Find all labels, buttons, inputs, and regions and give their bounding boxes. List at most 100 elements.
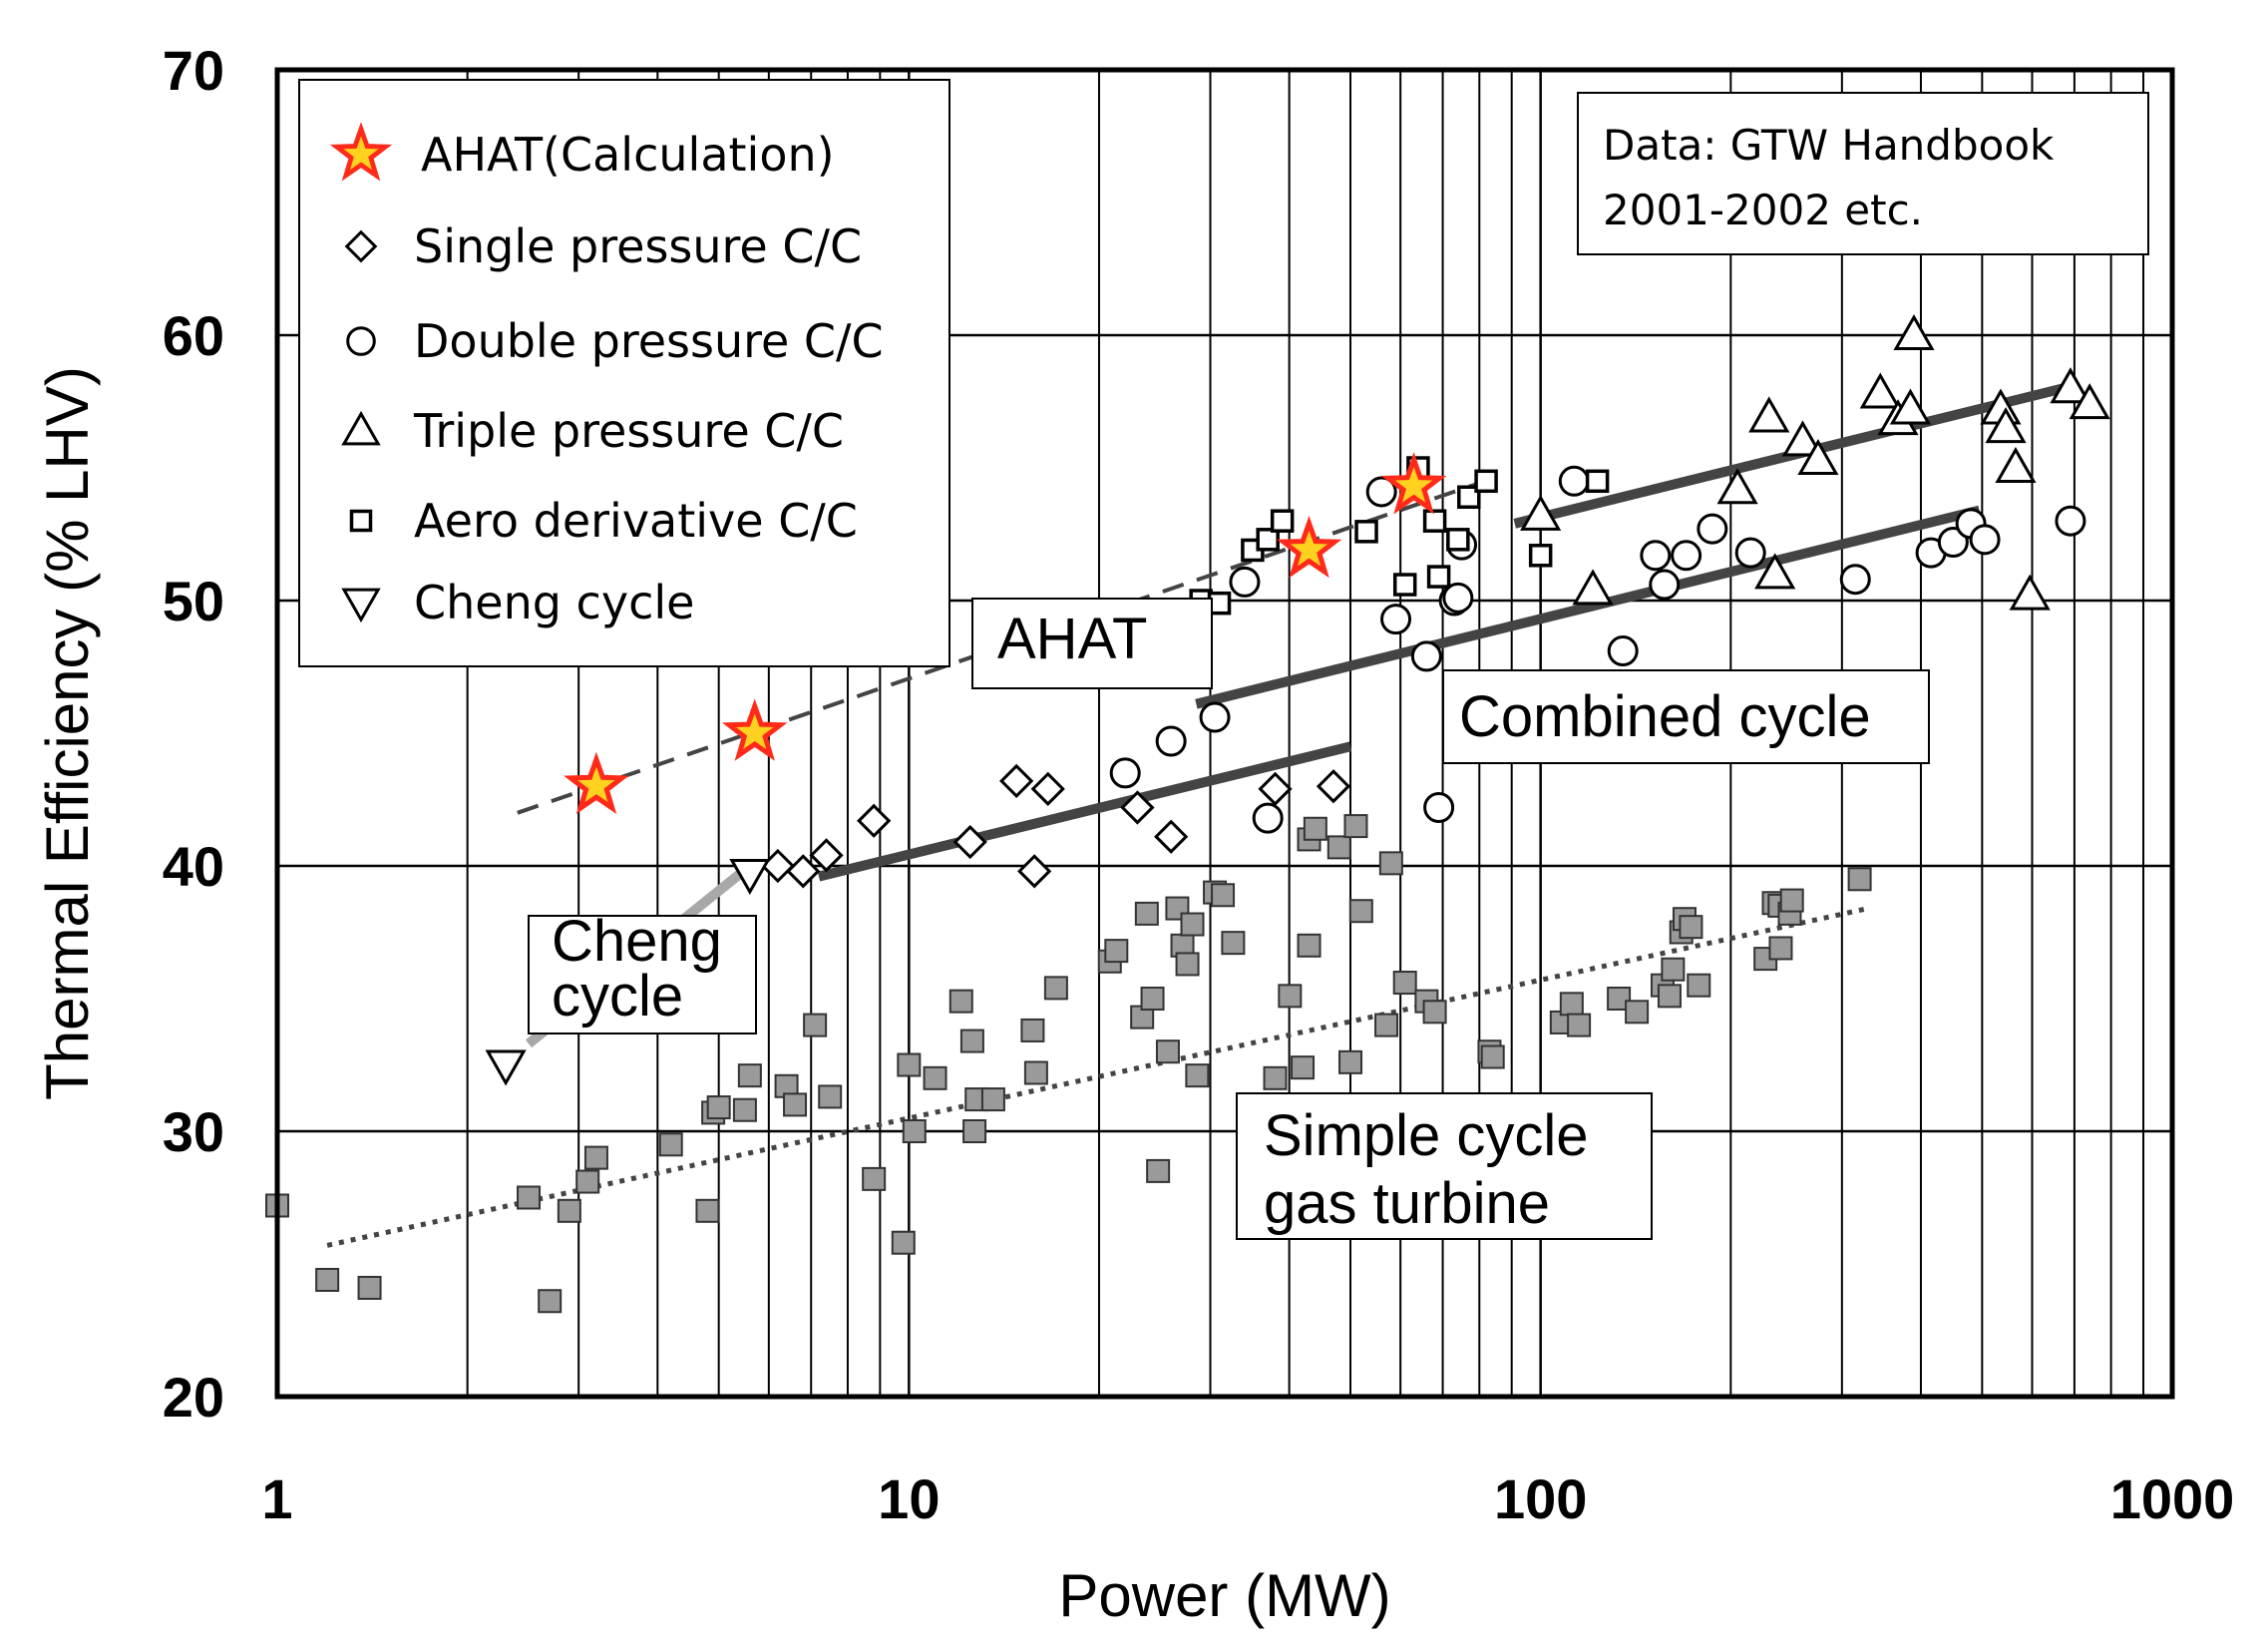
- data-point-diamond: [1154, 819, 1189, 854]
- data-point-square-open: [1426, 565, 1451, 589]
- annotation-box-ahat: [971, 598, 1213, 689]
- legend-label: Cheng cycle: [414, 576, 694, 629]
- data-point-square-open: [1392, 573, 1417, 597]
- data-point-square-filled: [862, 1166, 887, 1191]
- data-point-circle: [1365, 476, 1397, 508]
- data-point-circle: [1423, 791, 1455, 823]
- data-point-square-filled: [583, 1145, 608, 1170]
- data-point-square-filled: [1422, 1000, 1447, 1025]
- data-point-square-filled: [1146, 1158, 1171, 1183]
- data-point-square-open: [1422, 509, 1447, 533]
- trend-line: [817, 741, 1352, 882]
- series-diamond: [760, 763, 1351, 889]
- data-point-triangle-up: [1893, 313, 1935, 350]
- data-point-triangle-up: [1748, 396, 1790, 433]
- data-point-square-filled: [1607, 987, 1632, 1011]
- data-point-square-filled: [1567, 1013, 1592, 1037]
- data-point-circle: [1558, 465, 1590, 497]
- data-point-circle: [1442, 582, 1474, 614]
- data-markers: [265, 313, 2110, 1314]
- data-point-square-filled: [517, 1185, 542, 1210]
- series-triangle-down: [485, 858, 771, 1086]
- data-point-square-filled: [1374, 1013, 1399, 1037]
- data-point-square-filled: [1297, 933, 1322, 958]
- trend-line: [1195, 505, 1981, 709]
- data-point-circle: [1640, 540, 1672, 572]
- data-point-triangle-up: [1889, 388, 1932, 425]
- legend-item: Double pressure C/C: [346, 314, 884, 368]
- legend-symbol-triangle-down: [341, 588, 381, 623]
- legend-item: Single pressure C/C: [344, 219, 862, 273]
- data-point-diamond: [952, 824, 987, 860]
- data-point-square-filled: [737, 1063, 762, 1088]
- data-point-square-open: [1585, 469, 1610, 494]
- data-point-triangle-up: [2009, 574, 2051, 611]
- data-point-square-open: [1270, 509, 1295, 533]
- y-tick-label: 20: [163, 1366, 224, 1429]
- series-square-filled: [265, 814, 1872, 1314]
- data-point-square-filled: [783, 1092, 808, 1117]
- data-point-circle: [1155, 725, 1187, 757]
- data-point-square-filled: [1480, 1044, 1505, 1069]
- data-point-circle: [1734, 537, 1766, 569]
- data-point-square-open: [1474, 469, 1498, 494]
- data-point-diamond: [760, 848, 795, 884]
- data-point-triangle-up: [2069, 383, 2110, 420]
- annotation-label-simple: Simple cycle: [1264, 1103, 1589, 1168]
- y-tick-label: 40: [163, 835, 224, 898]
- data-point-square-filled: [1378, 851, 1403, 876]
- data-point-triangle-up: [1995, 446, 2037, 483]
- legend-label: Single pressure C/C: [414, 219, 862, 273]
- annotation-label-ahat: AHAT: [997, 607, 1147, 671]
- y-tick-label: 60: [163, 304, 224, 367]
- series-circle: [1109, 465, 2086, 834]
- data-point-square-filled: [1263, 1065, 1288, 1090]
- data-point-square-filled: [959, 1029, 984, 1053]
- plot-frame: [274, 67, 2175, 1400]
- data-point-triangle-up: [1520, 494, 1562, 531]
- data-point-square-filled: [1185, 1063, 1210, 1088]
- annotation-box-cheng: [528, 915, 757, 1034]
- data-point-square-open: [1446, 528, 1470, 552]
- data-point-square-filled: [1104, 939, 1129, 964]
- annotation-box-combined: [1442, 669, 1930, 764]
- data-point-square-open: [1354, 520, 1378, 544]
- legend-item: Aero derivative C/C: [349, 494, 858, 548]
- data-point-square-filled: [1847, 867, 1872, 892]
- data-point-square-filled: [1779, 888, 1804, 913]
- data-point-square-filled: [1326, 835, 1351, 860]
- data-point-circle: [1969, 524, 2001, 556]
- data-point-square-filled: [962, 1119, 987, 1143]
- data-point-diamond: [786, 854, 821, 889]
- legend-symbol-square-open: [349, 509, 373, 533]
- y-tick-label: 50: [163, 570, 224, 632]
- axis-ticks: 20 30 40 50 60 70 1 10 100 1000: [163, 39, 2235, 1530]
- legend-item: Cheng cycle: [341, 576, 694, 629]
- legend-symbol-diamond: [344, 229, 378, 263]
- data-point-square-filled: [1221, 931, 1246, 956]
- data-point-triangle-up: [1572, 569, 1614, 606]
- annotation-label-cheng: cycle: [552, 964, 683, 1029]
- data-point-square-filled: [1023, 1060, 1048, 1085]
- data-point-triangle-down: [485, 1049, 527, 1086]
- data-point-star: [1380, 452, 1447, 515]
- data-point-square-filled: [1343, 814, 1368, 839]
- data-point-square-filled: [1211, 883, 1236, 908]
- source-note-line-2: 2001-2002 etc.: [1603, 186, 1923, 234]
- data-point-square-filled: [706, 1095, 731, 1120]
- data-point-diamond: [1030, 771, 1065, 806]
- data-point-square-filled: [1180, 912, 1205, 937]
- y-axis-title: Thermal Efficiency (% LHV): [34, 366, 101, 1100]
- data-point-circle: [1380, 604, 1412, 635]
- data-point-square-filled: [1175, 952, 1200, 977]
- data-point-circle: [1671, 540, 1702, 572]
- data-point-triangle-up: [1716, 468, 1758, 505]
- data-point-square-filled: [818, 1084, 843, 1109]
- data-point-circle: [2055, 505, 2086, 537]
- data-point-square-filled: [1687, 973, 1711, 998]
- data-point-square-filled: [315, 1267, 340, 1292]
- data-point-triangle-up: [1985, 407, 2027, 444]
- data-point-square-filled: [1768, 936, 1793, 961]
